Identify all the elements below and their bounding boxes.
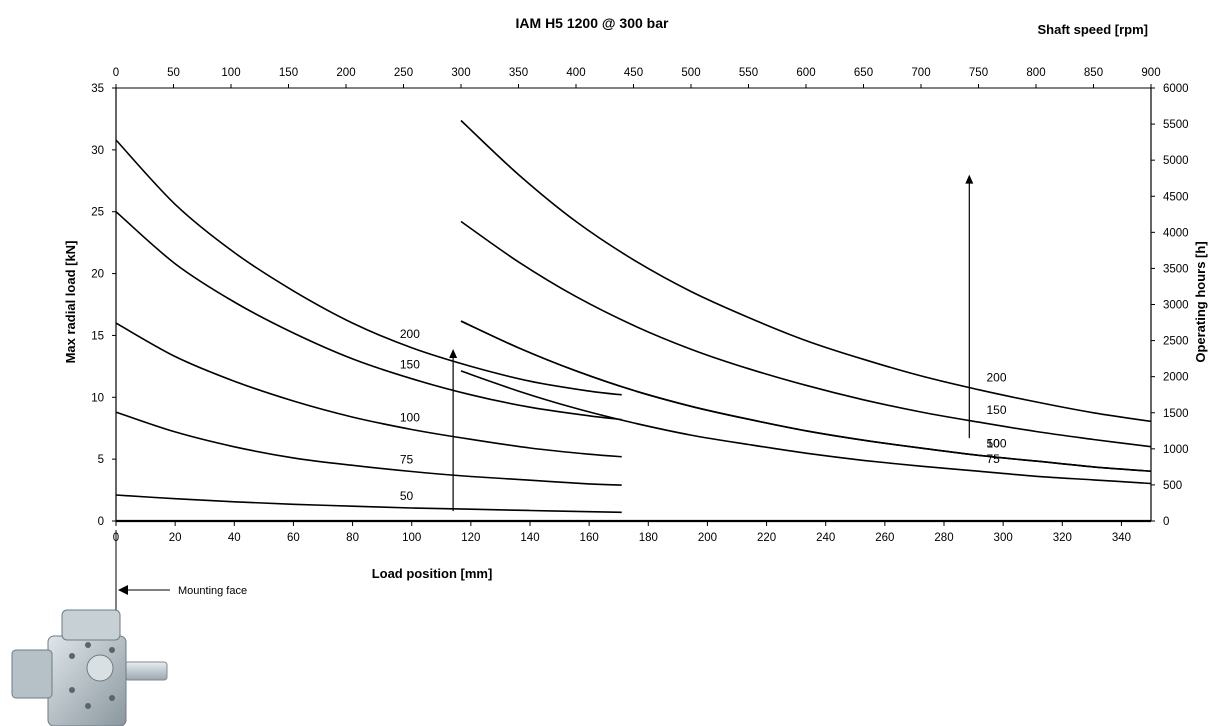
y-tick-label: 5 [98,454,104,466]
x2-tick-label: 50 [167,67,180,79]
x-axis-title: Load position [mm] [372,566,493,581]
y2-axis-title: Operating hours [h] [1193,241,1208,362]
right-curve-50 [460,320,1151,472]
top-axis-ticks: 0 50 100 150 200 250 300 350 400 450 500 550 600 650 7… [113,67,1161,88]
x-tick-label: 40 [228,532,241,544]
curves [116,119,1151,514]
left-curve-200 [116,139,622,396]
left-arrow-head [449,349,458,359]
right-curve-150 [460,220,1151,448]
left-curve-150 [116,211,622,421]
y-tick-label: 15 [91,330,104,342]
left-curve-label-100: 100 [400,410,420,424]
bottom-axis-ticks: 0204060801001201401601802002202402602803… [113,521,1131,544]
x2-tick-label: 0 [113,67,119,79]
x-tick-label: 160 [580,532,599,544]
right-arrow-head [965,174,974,184]
right-curve-label-100: 100 [987,436,1007,450]
x2-tick-label: 400 [566,67,585,79]
x-tick-label: 300 [994,532,1013,544]
right-curve-100 [460,320,1151,472]
y-tick-label: 35 [91,83,104,95]
x2-tick-label: 500 [681,67,700,79]
x2-tick-label: 450 [624,67,643,79]
y-tick-label: 25 [91,207,104,219]
curve-labels: 200 150 100 75 50 200 150 100 75 50 [400,327,1007,503]
right-curve-label-50: 50 [987,436,1001,450]
right-curve-label-75: 75 [987,452,1001,466]
x-tick-label: 220 [757,532,776,544]
left-curve-label-200: 200 [400,327,420,341]
x2-tick-label: 900 [1141,67,1160,79]
y-tick-label: 30 [91,145,104,157]
mounting-face-label: Mounting face [178,585,247,597]
x-tick-label: 60 [287,532,300,544]
y2-tick-label: 1000 [1163,444,1189,456]
y-tick-label: 0 [98,516,104,528]
y-tick-label: 20 [91,269,104,281]
x-tick-label: 340 [1112,532,1131,544]
y2-tick-label: 0 [1163,516,1169,528]
x2-tick-label: 200 [336,67,355,79]
y-axis-title: Max radial load [kN] [63,241,78,364]
right-axis-ticks: 0 500 1000 1500 2000 2500 3000 3500 4000 4500 5000… [1151,83,1189,528]
x-tick-label: 20 [169,532,182,544]
x-tick-label: 80 [346,532,359,544]
x-tick-label: 260 [875,532,894,544]
right-curve-label-150: 150 [987,403,1007,417]
x-tick-label: 100 [402,532,421,544]
y2-tick-label: 3000 [1163,300,1189,312]
top-axis-title: Shaft speed [rpm] [1037,22,1148,37]
x2-tick-label: 550 [739,67,758,79]
x2-tick-label: 800 [1026,67,1045,79]
left-curve-label-75: 75 [400,453,414,467]
left-curve-75 [116,411,622,486]
x2-tick-label: 100 [221,67,240,79]
y2-tick-label: 500 [1163,480,1182,492]
x2-tick-label: 750 [969,67,988,79]
left-curve-100 [116,322,622,458]
left-curve-label-150: 150 [400,358,420,372]
right-curve-200 [460,119,1151,423]
mounting-face-arrow-head [118,585,128,595]
x-tick-label: 120 [461,532,480,544]
y2-tick-label: 5500 [1163,119,1189,131]
motor-illustration [11,609,168,726]
y2-tick-label: 4000 [1163,227,1189,239]
x2-tick-label: 850 [1084,67,1103,79]
x2-tick-label: 650 [854,67,873,79]
arrows [449,174,974,512]
left-axis-ticks: 0 5 10 15 20 25 30 35 [91,83,116,528]
mounting-face-callout: Mounting face [115,530,247,720]
x2-tick-label: 150 [279,67,298,79]
chart-title: IAM H5 1200 @ 300 bar [516,15,669,31]
x-tick-label: 200 [698,532,717,544]
x-tick-label: 280 [934,532,953,544]
right-curve-75 [460,370,1151,485]
x2-tick-label: 250 [394,67,413,79]
y2-tick-label: 6000 [1163,83,1189,95]
y-tick-label: 10 [91,392,104,404]
y2-tick-label: 1500 [1163,408,1189,420]
x-tick-label: 240 [816,532,835,544]
y2-tick-label: 5000 [1163,155,1189,167]
left-curve-50 [116,494,622,514]
x2-tick-label: 600 [796,67,815,79]
x2-tick-label: 700 [911,67,930,79]
y2-tick-label: 2000 [1163,372,1189,384]
left-curve-label-50: 50 [400,489,414,503]
x-tick-label: 180 [639,532,658,544]
y2-tick-label: 4500 [1163,191,1189,203]
right-curve-label-200: 200 [987,371,1007,385]
x2-tick-label: 300 [451,67,470,79]
y2-tick-label: 3500 [1163,263,1189,275]
x-tick-label: 320 [1053,532,1072,544]
y2-tick-label: 2500 [1163,336,1189,348]
x2-tick-label: 350 [509,67,528,79]
x-tick-label: 140 [520,532,539,544]
